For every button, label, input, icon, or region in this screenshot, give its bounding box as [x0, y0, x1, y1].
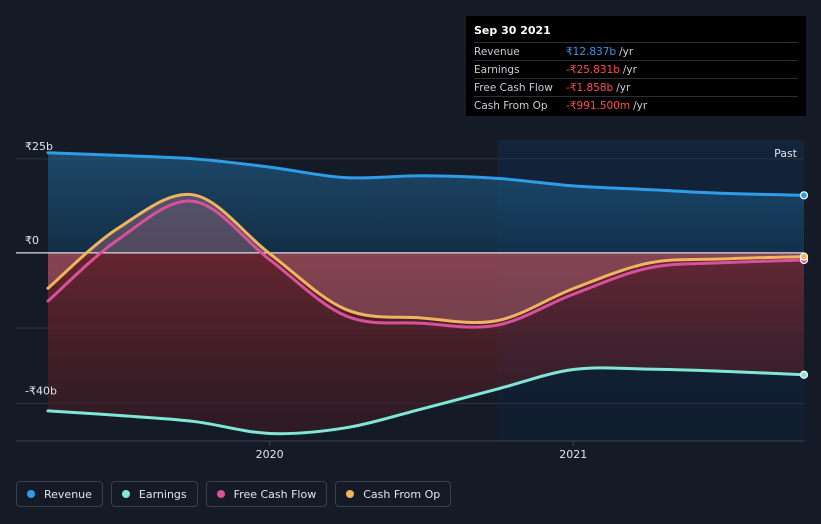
tooltip-label: Earnings — [474, 63, 520, 76]
tooltip-label: Cash From Op — [474, 99, 548, 112]
earnings-end-point — [799, 370, 809, 379]
legend-label: Free Cash Flow — [233, 487, 317, 501]
tooltip-row-earnings: Earnings -₹25.831b /yr — [474, 60, 798, 78]
tooltip-label: Revenue — [474, 45, 520, 58]
legend-dot-icon — [27, 490, 35, 498]
y-tick-label: -₹40b — [25, 384, 57, 397]
tooltip-label: Free Cash Flow — [474, 81, 553, 94]
tooltip-row-free-cash-flow: Free Cash Flow -₹1.858b /yr — [474, 78, 798, 96]
y-tick-label: ₹25b — [25, 140, 53, 153]
earnings-line — [46, 366, 806, 436]
legend-item-free-cash-flow[interactable]: Free Cash Flow — [205, 481, 328, 507]
past-label: Past — [774, 147, 798, 160]
tooltip-unit: /yr — [619, 45, 634, 58]
tooltip-unit: /yr — [622, 63, 637, 76]
revenue-end-point — [799, 191, 809, 200]
legend-dot-icon — [121, 490, 130, 498]
cash-from-op-line — [46, 192, 806, 325]
tooltip-row-cash-from-op: Cash From Op -₹991.500m /yr — [474, 96, 798, 114]
legend-dot-icon — [216, 490, 225, 498]
cash-from-op-area — [48, 194, 804, 323]
tooltip-value: ₹12.837b — [566, 45, 617, 58]
legend-dot-icon — [346, 490, 355, 498]
legend-item-earnings[interactable]: Earnings — [110, 481, 198, 507]
x-tick-label: 2021 — [559, 448, 587, 461]
legend-item-revenue[interactable]: Revenue — [16, 481, 103, 507]
cash-from-op-end-point — [799, 252, 809, 261]
free-cash-flow-line — [46, 199, 806, 329]
legend-item-cash-from-op[interactable]: Cash From Op — [335, 481, 452, 507]
legend-label: Earnings — [138, 487, 187, 501]
legend-label: Cash From Op — [363, 487, 441, 501]
tooltip-unit: /yr — [633, 99, 648, 112]
x-tick-label: 2020 — [256, 448, 284, 461]
legend-label: Revenue — [44, 487, 92, 501]
tooltip-date: Sep 30 2021 — [474, 24, 551, 37]
tooltip-value: -₹25.831b — [566, 63, 620, 76]
tooltip-row-revenue: Revenue ₹12.837b /yr — [474, 42, 798, 60]
tooltip-value: -₹991.500m — [566, 99, 631, 112]
tooltip-unit: /yr — [616, 81, 631, 94]
revenue-line — [46, 151, 806, 197]
tooltip: Sep 30 2021 Revenue ₹12.837b /yr Earning… — [466, 16, 806, 116]
legend: Revenue Earnings Free Cash Flow Cash Fro… — [16, 481, 452, 507]
y-tick-label: ₹0 — [25, 234, 39, 247]
earnings-area — [48, 252, 804, 434]
tooltip-value: -₹1.858b — [566, 81, 614, 94]
